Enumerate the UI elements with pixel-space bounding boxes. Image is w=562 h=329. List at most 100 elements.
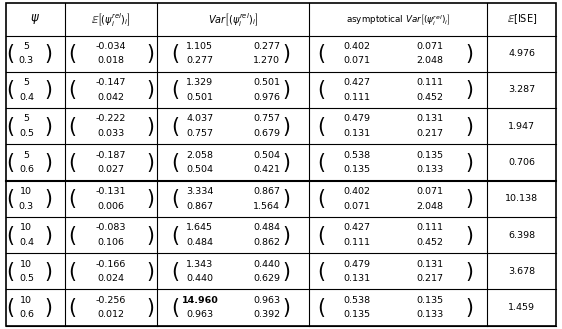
Text: 0.217: 0.217: [416, 129, 443, 138]
Text: 0.440: 0.440: [253, 260, 280, 268]
Text: $)$: $)$: [146, 260, 154, 283]
Text: 2.048: 2.048: [416, 201, 443, 211]
Text: $)$: $)$: [282, 42, 291, 65]
Text: $)$: $)$: [282, 78, 291, 101]
Text: $($: $($: [68, 223, 76, 246]
Text: 5: 5: [24, 151, 29, 160]
Text: $)$: $)$: [44, 78, 52, 101]
Text: 0.629: 0.629: [253, 274, 280, 283]
Text: -0.222: -0.222: [96, 114, 126, 123]
Text: 0.757: 0.757: [187, 129, 214, 138]
Text: $($: $($: [171, 187, 180, 210]
Text: 0.6: 0.6: [19, 165, 34, 174]
Text: $($: $($: [6, 115, 15, 138]
Text: 1.564: 1.564: [253, 201, 280, 211]
Text: $)$: $)$: [465, 260, 473, 283]
Text: 0.862: 0.862: [253, 238, 280, 247]
Text: $)$: $)$: [146, 115, 154, 138]
Text: 1.270: 1.270: [253, 56, 280, 65]
Text: 0.479: 0.479: [343, 114, 370, 123]
Text: $)$: $)$: [44, 296, 52, 319]
Text: 1.947: 1.947: [508, 122, 535, 131]
Text: $)$: $)$: [465, 78, 473, 101]
Text: 10: 10: [20, 296, 33, 305]
Text: $Var\left[(\psi_i^{rel})_i\right]$: $Var\left[(\psi_i^{rel})_i\right]$: [208, 11, 259, 28]
Text: $)$: $)$: [146, 187, 154, 210]
Text: 0.131: 0.131: [416, 260, 443, 268]
Text: 0.217: 0.217: [416, 274, 443, 283]
Text: -0.147: -0.147: [96, 78, 126, 87]
Text: $)$: $)$: [44, 151, 52, 174]
Text: -0.131: -0.131: [96, 187, 126, 196]
Text: 0.504: 0.504: [187, 165, 214, 174]
Text: -0.083: -0.083: [96, 223, 126, 232]
Text: 0.963: 0.963: [186, 310, 214, 319]
Text: 0.135: 0.135: [416, 296, 443, 305]
Text: 0.484: 0.484: [253, 223, 280, 232]
Text: 0.131: 0.131: [416, 114, 443, 123]
Text: $)$: $)$: [282, 223, 291, 246]
Text: 0.538: 0.538: [343, 151, 371, 160]
Text: 0.867: 0.867: [187, 201, 214, 211]
Text: 3.334: 3.334: [186, 187, 214, 196]
Text: $($: $($: [6, 223, 15, 246]
Text: 0.867: 0.867: [253, 187, 280, 196]
Text: $)$: $)$: [146, 42, 154, 65]
Text: 2.048: 2.048: [416, 56, 443, 65]
Text: $($: $($: [68, 42, 76, 65]
Text: 10: 10: [20, 223, 33, 232]
Text: 10: 10: [20, 187, 33, 196]
Text: 0.071: 0.071: [343, 201, 370, 211]
Text: $($: $($: [68, 78, 76, 101]
Text: 0.963: 0.963: [253, 296, 280, 305]
Text: $($: $($: [318, 296, 325, 319]
Text: 6.398: 6.398: [508, 231, 536, 240]
Text: 0.427: 0.427: [343, 223, 370, 232]
Text: 5: 5: [24, 114, 29, 123]
Text: 3.678: 3.678: [508, 267, 536, 276]
Text: $($: $($: [318, 187, 325, 210]
Text: 0.024: 0.024: [98, 274, 125, 283]
Text: $($: $($: [68, 115, 76, 138]
Text: 0.402: 0.402: [343, 42, 370, 51]
Text: $)$: $)$: [282, 151, 291, 174]
Text: $)$: $)$: [44, 42, 52, 65]
Text: $\mathrm{asymptotical}\ Var\left[(\psi_i^{rel})_i\right]$: $\mathrm{asymptotical}\ Var\left[(\psi_i…: [346, 12, 450, 27]
Text: $)$: $)$: [146, 78, 154, 101]
Text: 0.452: 0.452: [416, 238, 443, 247]
Text: $\mathbb{E}[\mathrm{ISE}]$: $\mathbb{E}[\mathrm{ISE}]$: [506, 13, 537, 26]
Text: 0.131: 0.131: [343, 274, 371, 283]
Text: 0.392: 0.392: [253, 310, 280, 319]
Text: 0.976: 0.976: [253, 93, 280, 102]
Text: 0.071: 0.071: [416, 187, 443, 196]
Text: $)$: $)$: [465, 115, 473, 138]
Text: $)$: $)$: [465, 223, 473, 246]
Text: 0.421: 0.421: [253, 165, 280, 174]
Text: 1.645: 1.645: [187, 223, 214, 232]
Text: $($: $($: [171, 78, 180, 101]
Text: $($: $($: [6, 78, 15, 101]
Text: 3.287: 3.287: [508, 86, 536, 94]
Text: 0.5: 0.5: [19, 129, 34, 138]
Text: 0.106: 0.106: [98, 238, 125, 247]
Text: 0.706: 0.706: [508, 158, 535, 167]
Text: 0.4: 0.4: [19, 238, 34, 247]
Text: 10: 10: [20, 260, 33, 268]
Text: 5: 5: [24, 78, 29, 87]
Text: 5: 5: [24, 42, 29, 51]
Text: 14.960: 14.960: [182, 296, 218, 305]
Text: -0.187: -0.187: [96, 151, 126, 160]
Text: 0.501: 0.501: [253, 78, 280, 87]
Text: -0.256: -0.256: [96, 296, 126, 305]
Text: 0.133: 0.133: [416, 165, 444, 174]
Text: $)$: $)$: [146, 296, 154, 319]
Text: $($: $($: [6, 296, 15, 319]
Text: $)$: $)$: [465, 42, 473, 65]
Text: $)$: $)$: [465, 187, 473, 210]
Text: 0.538: 0.538: [343, 296, 371, 305]
Text: 0.111: 0.111: [416, 78, 443, 87]
Text: -0.166: -0.166: [96, 260, 126, 268]
Text: $($: $($: [6, 260, 15, 283]
Text: 0.071: 0.071: [343, 56, 370, 65]
Text: $($: $($: [171, 296, 180, 319]
